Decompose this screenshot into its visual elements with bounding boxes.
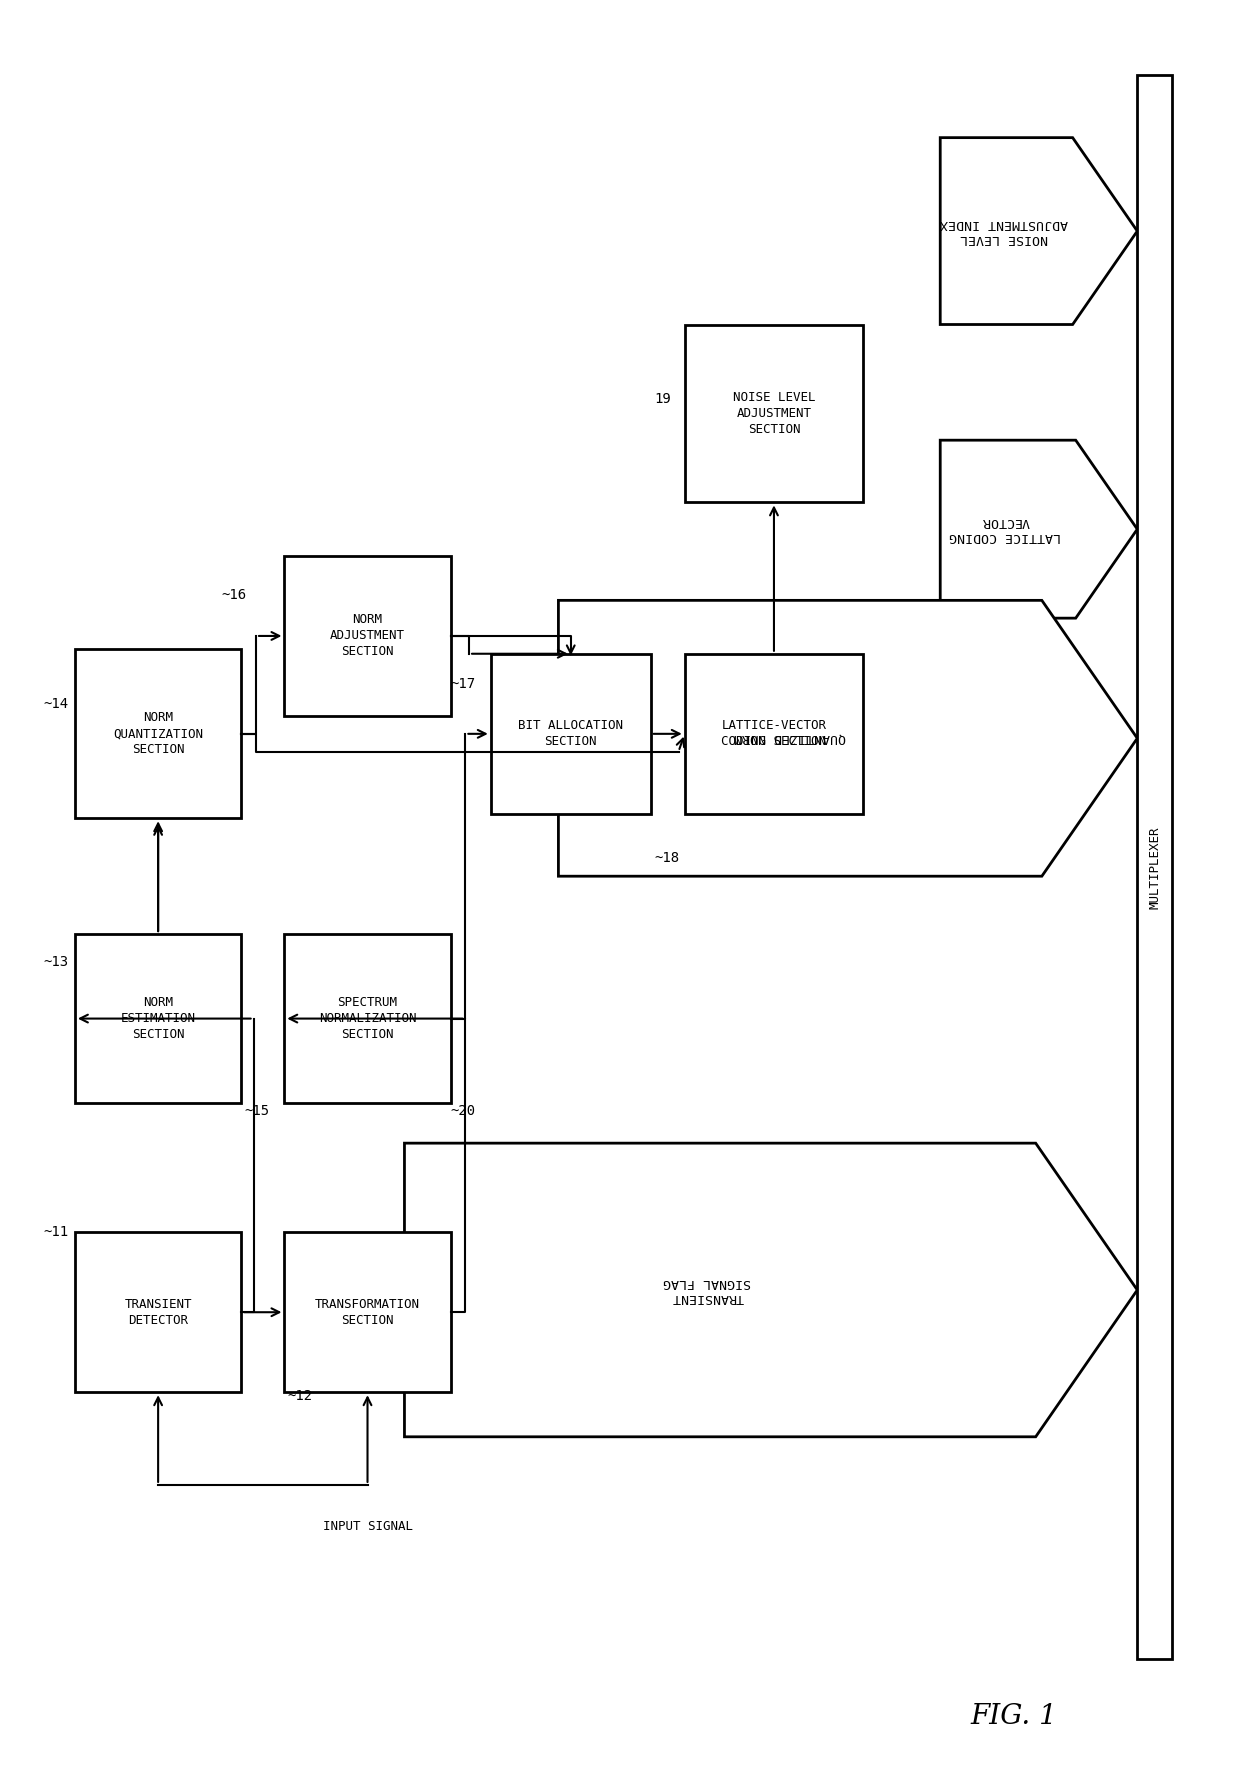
FancyBboxPatch shape — [1137, 75, 1172, 1659]
Polygon shape — [940, 138, 1137, 324]
Text: QUANTIZED NORM: QUANTIZED NORM — [734, 731, 847, 746]
Text: BIT ALLOCATION
SECTION: BIT ALLOCATION SECTION — [518, 719, 624, 749]
Text: ~15: ~15 — [244, 1105, 269, 1118]
FancyBboxPatch shape — [284, 933, 450, 1103]
Text: LATTICE-VECTOR
CODING SECTION: LATTICE-VECTOR CODING SECTION — [722, 719, 826, 749]
Text: ~12: ~12 — [288, 1389, 312, 1404]
Text: ~11: ~11 — [43, 1225, 68, 1239]
Text: SPECTRUM
NORMALIZATION
SECTION: SPECTRUM NORMALIZATION SECTION — [319, 996, 417, 1041]
Text: 19: 19 — [655, 392, 671, 406]
Text: ~14: ~14 — [43, 697, 68, 710]
Text: TRANSIENT
SIGNAL FLAG: TRANSIENT SIGNAL FLAG — [663, 1277, 751, 1303]
Text: MULTIPLEXER: MULTIPLEXER — [1148, 826, 1161, 908]
Text: ~20: ~20 — [450, 1105, 475, 1118]
Polygon shape — [940, 440, 1137, 619]
Polygon shape — [404, 1143, 1137, 1438]
Text: LATTICE CODING
VECTOR: LATTICE CODING VECTOR — [950, 515, 1061, 544]
FancyBboxPatch shape — [491, 654, 651, 814]
FancyBboxPatch shape — [74, 933, 242, 1103]
Text: NOISE LEVEL
ADJUSTMENT INDEX: NOISE LEVEL ADJUSTMENT INDEX — [940, 216, 1068, 245]
Text: NORM
QUANTIZATION
SECTION: NORM QUANTIZATION SECTION — [113, 712, 203, 756]
Text: ~13: ~13 — [43, 955, 68, 969]
Text: NORM
ADJUSTMENT
SECTION: NORM ADJUSTMENT SECTION — [330, 613, 405, 658]
Polygon shape — [558, 601, 1137, 876]
Text: FIG. 1: FIG. 1 — [971, 1702, 1058, 1729]
Text: ~16: ~16 — [221, 588, 246, 603]
FancyBboxPatch shape — [284, 556, 450, 715]
Text: ~17: ~17 — [450, 678, 475, 690]
FancyBboxPatch shape — [74, 649, 242, 819]
Text: NORM
ESTIMATION
SECTION: NORM ESTIMATION SECTION — [120, 996, 196, 1041]
Text: INPUT SIGNAL: INPUT SIGNAL — [322, 1520, 413, 1534]
FancyBboxPatch shape — [684, 324, 863, 502]
FancyBboxPatch shape — [684, 654, 863, 814]
FancyBboxPatch shape — [74, 1232, 242, 1393]
FancyBboxPatch shape — [284, 1232, 450, 1393]
Text: NOISE LEVEL
ADJUSTMENT
SECTION: NOISE LEVEL ADJUSTMENT SECTION — [733, 392, 815, 436]
Text: TRANSIENT
DETECTOR: TRANSIENT DETECTOR — [124, 1298, 192, 1327]
Text: TRANSFORMATION
SECTION: TRANSFORMATION SECTION — [315, 1298, 420, 1327]
Text: ~18: ~18 — [655, 851, 680, 865]
